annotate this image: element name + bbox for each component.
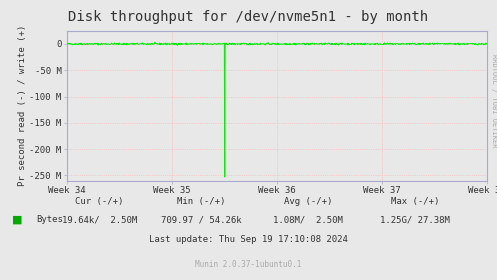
Text: Disk throughput for /dev/nvme5n1 - by month: Disk throughput for /dev/nvme5n1 - by mo… [69,10,428,24]
Text: ■: ■ [12,215,23,225]
Text: Cur (-/+): Cur (-/+) [75,197,124,206]
Text: Max (-/+): Max (-/+) [391,197,439,206]
Text: Min (-/+): Min (-/+) [177,197,226,206]
Text: Last update: Thu Sep 19 17:10:08 2024: Last update: Thu Sep 19 17:10:08 2024 [149,235,348,244]
Text: 709.97 / 54.26k: 709.97 / 54.26k [161,215,242,224]
Text: Munin 2.0.37-1ubuntu0.1: Munin 2.0.37-1ubuntu0.1 [195,260,302,269]
Y-axis label: Pr second read (-) / write (+): Pr second read (-) / write (+) [17,25,26,186]
Text: RRDTOOL / TOBI OETIKER: RRDTOOL / TOBI OETIKER [491,54,497,148]
Text: 1.08M/  2.50M: 1.08M/ 2.50M [273,215,343,224]
Text: Bytes: Bytes [36,215,63,224]
Text: 1.25G/ 27.38M: 1.25G/ 27.38M [380,215,450,224]
Text: 19.64k/  2.50M: 19.64k/ 2.50M [62,215,137,224]
Text: Avg (-/+): Avg (-/+) [284,197,332,206]
